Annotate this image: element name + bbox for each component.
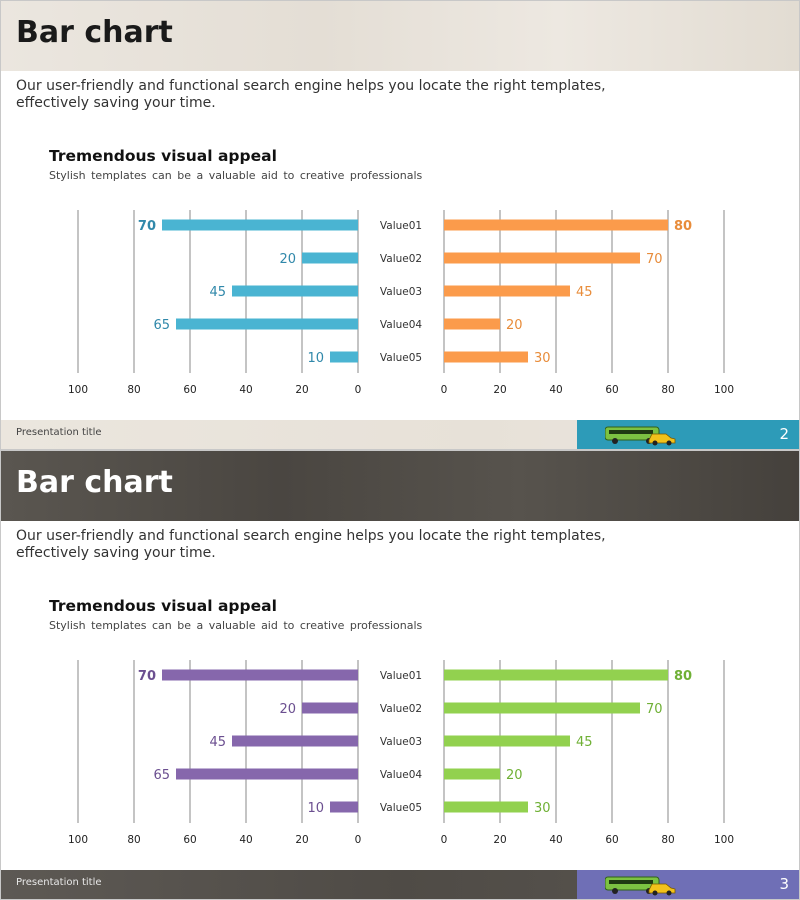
tick-label-left: 0: [355, 834, 362, 846]
tick-label-right: 40: [549, 384, 562, 396]
data-label-left: 70: [138, 219, 156, 234]
footer: Presentation title 2: [1, 420, 799, 449]
footer-image: 2: [577, 420, 799, 449]
bar-left: [232, 735, 358, 747]
tick-label-right: 80: [661, 384, 674, 396]
bar-left: [302, 252, 358, 264]
tick-label-left: 60: [183, 384, 196, 396]
bar-right: [444, 669, 668, 681]
tick-label-left: 20: [295, 384, 308, 396]
butterfly-bar-chart: 100 100 80 80 60 60 40 40 20 20 0 0 70 80 Value01 20 70 V…: [68, 660, 734, 846]
bar-right: [444, 735, 570, 747]
footer-image: 3: [577, 870, 799, 899]
data-label-left: 20: [279, 702, 296, 717]
category-label: Value03: [380, 286, 422, 298]
footer-text: Presentation title: [16, 877, 102, 888]
data-label-right: 45: [576, 735, 593, 750]
category-label: Value04: [380, 319, 423, 331]
bar-right: [444, 285, 570, 297]
bar-right: [444, 702, 640, 714]
bar-right: [444, 219, 668, 231]
data-label-right: 80: [674, 669, 692, 684]
tick-label-left: 100: [68, 834, 88, 846]
category-label: Value04: [380, 769, 423, 781]
data-label-left: 20: [279, 252, 296, 267]
data-label-right: 20: [506, 318, 523, 333]
page-number: 3: [779, 875, 789, 893]
category-label: Value03: [380, 736, 422, 748]
tick-label-right: 40: [549, 834, 562, 846]
data-label-right: 70: [646, 702, 663, 717]
taxi-icon: [648, 433, 676, 446]
bus-icon: [605, 876, 660, 894]
bar-left: [232, 285, 358, 297]
tick-label-right: 60: [605, 384, 618, 396]
bar-left: [162, 219, 358, 231]
data-label-left: 65: [153, 768, 170, 783]
tick-label-left: 100: [68, 384, 88, 396]
data-label-left: 45: [209, 735, 226, 750]
slide-description: Our user-friendly and functional search …: [16, 528, 606, 561]
data-label-right: 30: [534, 801, 551, 816]
tick-label-right: 20: [493, 384, 506, 396]
tick-label-left: 60: [183, 834, 196, 846]
chart-subtitle: Tremendous visual appeal: [49, 597, 277, 615]
tick-label-right: 60: [605, 834, 618, 846]
slide-title: Bar chart: [16, 465, 173, 500]
tick-label-left: 40: [239, 384, 252, 396]
chart-subtitle: Tremendous visual appeal: [49, 147, 277, 165]
data-label-left: 65: [153, 318, 170, 333]
tick-label-left: 40: [239, 834, 252, 846]
tick-label-left: 20: [295, 834, 308, 846]
bar-right: [444, 351, 528, 363]
category-label: Value05: [380, 802, 422, 814]
title-band: [1, 451, 799, 521]
bar-right: [444, 252, 640, 264]
category-label: Value02: [380, 253, 422, 265]
chart-subdescription: Stylish templates can be a valuable aid …: [49, 619, 423, 632]
chart-subdescription: Stylish templates can be a valuable aid …: [49, 169, 423, 182]
slide-title: Bar chart: [16, 15, 173, 50]
slide-description: Our user-friendly and functional search …: [16, 78, 606, 111]
taxi-icon: [648, 883, 676, 896]
data-label-left: 10: [307, 351, 324, 366]
tick-label-right: 0: [441, 384, 448, 396]
footer: Presentation title 3: [1, 870, 799, 899]
title-band: [1, 1, 799, 71]
tick-label-right: 0: [441, 834, 448, 846]
tick-label-left: 80: [127, 384, 140, 396]
data-label-left: 70: [138, 669, 156, 684]
data-label-right: 30: [534, 351, 551, 366]
category-label: Value05: [380, 352, 422, 364]
category-label: Value01: [380, 220, 422, 232]
bar-right: [444, 801, 528, 813]
bar-left: [302, 702, 358, 714]
tick-label-right: 100: [714, 384, 734, 396]
tick-label-right: 80: [661, 834, 674, 846]
data-label-right: 70: [646, 252, 663, 267]
bar-right: [444, 768, 500, 780]
tick-label-right: 100: [714, 834, 734, 846]
tick-label-left: 80: [127, 834, 140, 846]
bar-left: [176, 318, 358, 330]
page-number: 2: [779, 425, 789, 443]
tick-label-right: 20: [493, 834, 506, 846]
bar-left: [162, 669, 358, 681]
data-label-left: 10: [307, 801, 324, 816]
data-label-right: 20: [506, 768, 523, 783]
category-label: Value01: [380, 670, 422, 682]
tick-label-left: 0: [355, 384, 362, 396]
data-label-right: 80: [674, 219, 692, 234]
data-label-right: 45: [576, 285, 593, 300]
slide-3: Bar chart Our user-friendly and function…: [0, 450, 800, 900]
bar-right: [444, 318, 500, 330]
footer-text: Presentation title: [16, 427, 102, 438]
butterfly-bar-chart: 100 100 80 80 60 60 40 40 20 20 0 0 70 80 Value01 20 70 V…: [68, 210, 734, 396]
category-label: Value02: [380, 703, 422, 715]
data-label-left: 45: [209, 285, 226, 300]
bar-left: [330, 351, 358, 363]
slide-2: Bar chart Our user-friendly and function…: [0, 0, 800, 450]
bar-left: [176, 768, 358, 780]
bar-left: [330, 801, 358, 813]
